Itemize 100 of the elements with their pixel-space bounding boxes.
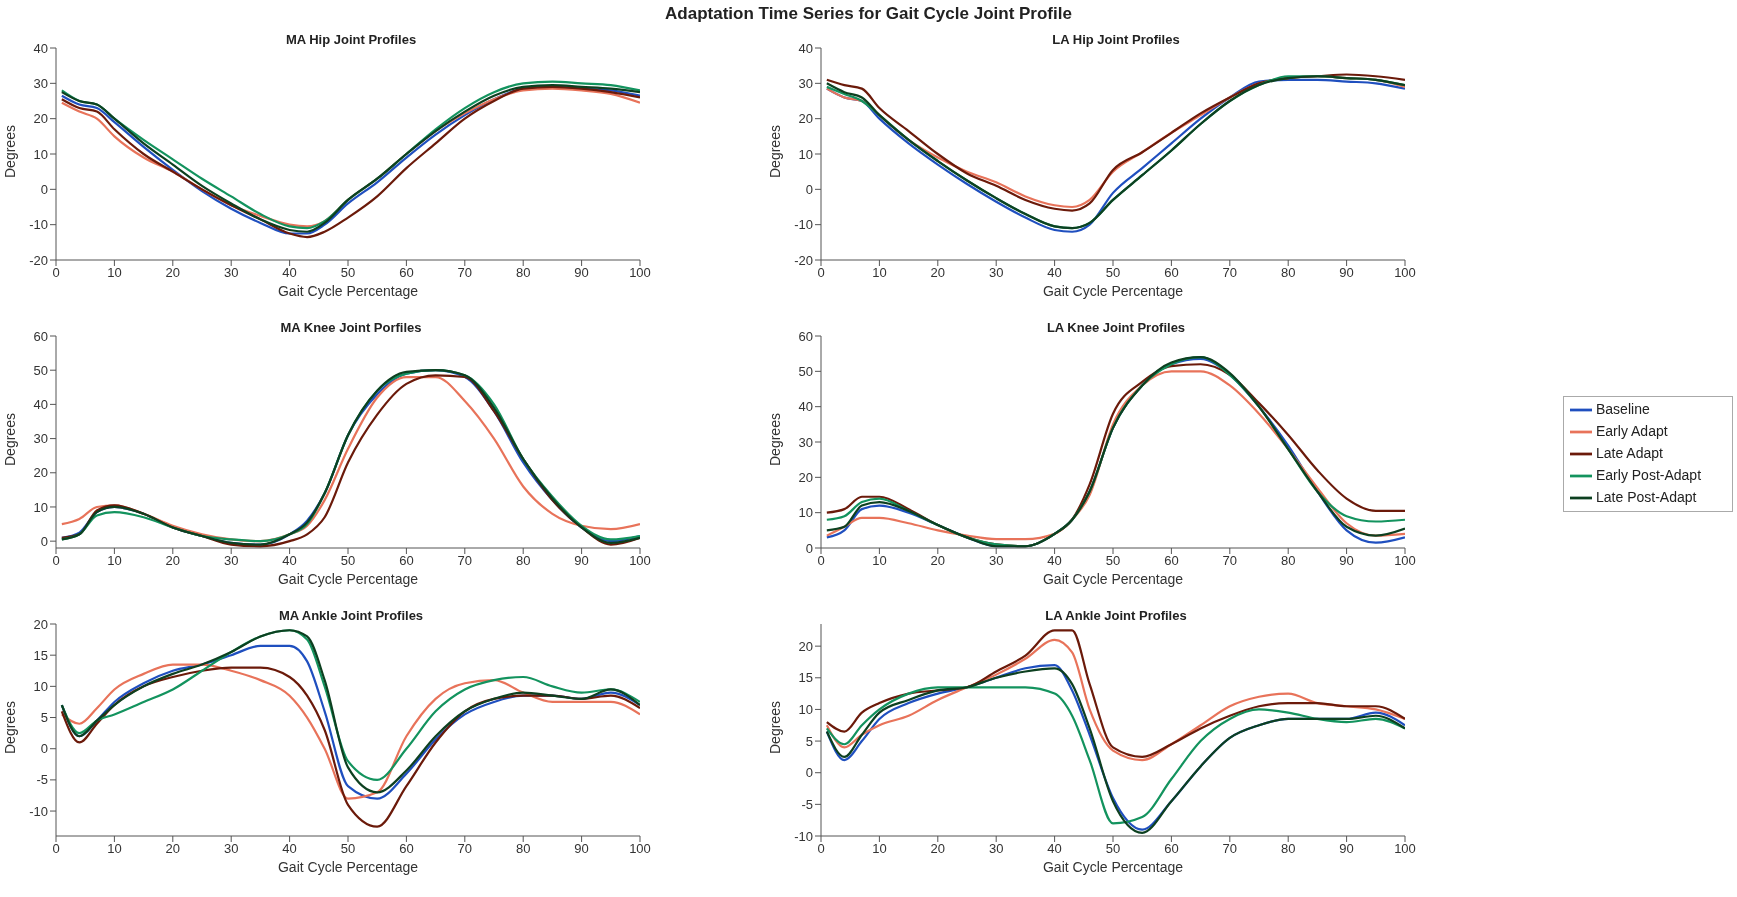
x-tick-label: 10 [107,265,122,281]
x-tick-label: 90 [574,841,589,857]
legend-label: Early Post-Adapt [1596,466,1702,483]
y-axis-title: Degrees [1,413,18,466]
chart-title: LA Knee Joint Profiles [1045,320,1187,335]
y-tick-label: 10 [798,146,813,162]
x-tick-label: 50 [340,553,356,569]
y-tick-label: 15 [33,647,48,663]
y-tick-label: 20 [33,465,48,481]
y-tick-label: 50 [798,363,813,379]
y-tick-label: -10 [794,828,813,844]
x-tick-label: 80 [515,841,531,857]
y-tick-label: 0 [805,540,813,556]
chart-title: LA Ankle Joint Profiles [1044,608,1188,623]
y-tick-label: 50 [33,362,48,378]
y-tick-label: 0 [40,741,48,757]
y-tick-label: 5 [805,733,813,749]
y-tick-label: 60 [33,328,48,344]
x-axis-title: Gait Cycle Percentage [1042,571,1184,587]
x-tick-label: 10 [872,265,887,281]
legend-label: Late Adapt [1596,444,1663,461]
x-tick-label: 10 [107,553,122,569]
x-tick-label: 20 [165,553,181,569]
y-tick-label: 5 [40,710,48,726]
x-tick-label: 90 [574,553,589,569]
x-tick-label: 60 [399,841,414,857]
x-tick-label: 40 [1047,265,1062,281]
y-tick-label: 10 [33,678,48,694]
y-tick-label: 30 [798,75,813,91]
y-tick-label: 0 [805,765,813,781]
x-tick-label: 70 [457,265,473,281]
x-axis-title: Gait Cycle Percentage [1042,859,1184,875]
y-tick-label: -10 [794,217,813,233]
y-tick-label: 20 [33,616,48,632]
x-tick-label: 70 [1222,265,1238,281]
legend-label: Baseline [1596,400,1650,417]
x-tick-label: 20 [165,841,181,857]
y-tick-label: 0 [40,533,48,549]
x-tick-label: 30 [223,553,239,569]
x-tick-label: 0 [52,553,60,569]
x-tick-label: 10 [872,841,887,857]
x-tick-label: 80 [515,553,531,569]
x-tick-label: 50 [1105,265,1121,281]
x-tick-label: 100 [629,553,651,569]
x-tick-label: 0 [52,265,60,281]
x-tick-label: 100 [1394,553,1416,569]
x-tick-label: 80 [1280,841,1296,857]
x-tick-label: 100 [629,841,651,857]
x-axis-title: Gait Cycle Percentage [1042,283,1184,299]
y-tick-label: -20 [29,252,48,268]
x-tick-label: 80 [1280,553,1296,569]
x-tick-label: 10 [107,841,122,857]
x-tick-label: 40 [282,265,297,281]
y-tick-label: 0 [805,181,813,197]
x-tick-label: 70 [457,841,473,857]
y-tick-label: -5 [36,772,48,788]
chart-title: MA Hip Joint Profiles [284,32,418,47]
y-tick-label: 40 [33,397,48,412]
y-tick-label: -20 [794,252,813,268]
legend-label: Late Post-Adapt [1596,488,1697,505]
y-tick-label: 10 [798,702,813,718]
y-tick-label: 10 [798,505,813,521]
x-tick-label: 10 [872,553,887,569]
x-tick-label: 40 [1047,841,1062,857]
x-tick-label: 40 [282,841,297,857]
y-tick-label: -10 [29,217,48,233]
y-tick-label: 40 [798,399,813,415]
x-tick-label: 60 [399,265,414,281]
x-axis-title: Gait Cycle Percentage [277,859,419,875]
y-axis-title: Degrees [766,701,783,754]
x-tick-label: 0 [817,265,825,281]
y-tick-label: 10 [33,146,48,162]
x-tick-label: 20 [930,841,946,857]
y-tick-label: 30 [33,75,48,91]
y-tick-label: -10 [29,803,48,819]
x-tick-label: 20 [930,553,946,569]
y-tick-label: 30 [33,431,48,447]
chart-title: LA Hip Joint Profiles [1051,32,1181,47]
y-tick-label: 20 [798,469,813,485]
y-tick-label: 0 [40,181,48,197]
x-tick-label: 20 [165,265,181,281]
chart-title: MA Ankle Joint Profiles [277,608,425,623]
x-tick-label: 20 [930,265,946,281]
x-tick-label: 70 [1222,553,1238,569]
y-axis-title: Degrees [1,701,18,754]
x-tick-label: 0 [817,841,825,857]
x-tick-label: 0 [52,841,60,857]
x-tick-label: 100 [1394,841,1416,857]
x-tick-label: 80 [515,265,531,281]
x-tick-label: 30 [988,553,1004,569]
x-tick-label: 60 [1164,265,1179,281]
legend-label: Early Adapt [1596,422,1668,439]
y-tick-label: -5 [801,796,813,812]
x-tick-label: 80 [1280,265,1296,281]
x-tick-label: 100 [629,265,651,281]
x-tick-label: 50 [340,265,356,281]
x-tick-label: 90 [1339,841,1354,857]
x-axis-title: Gait Cycle Percentage [277,571,419,587]
y-tick-label: 40 [33,40,48,56]
x-tick-label: 0 [817,553,825,569]
